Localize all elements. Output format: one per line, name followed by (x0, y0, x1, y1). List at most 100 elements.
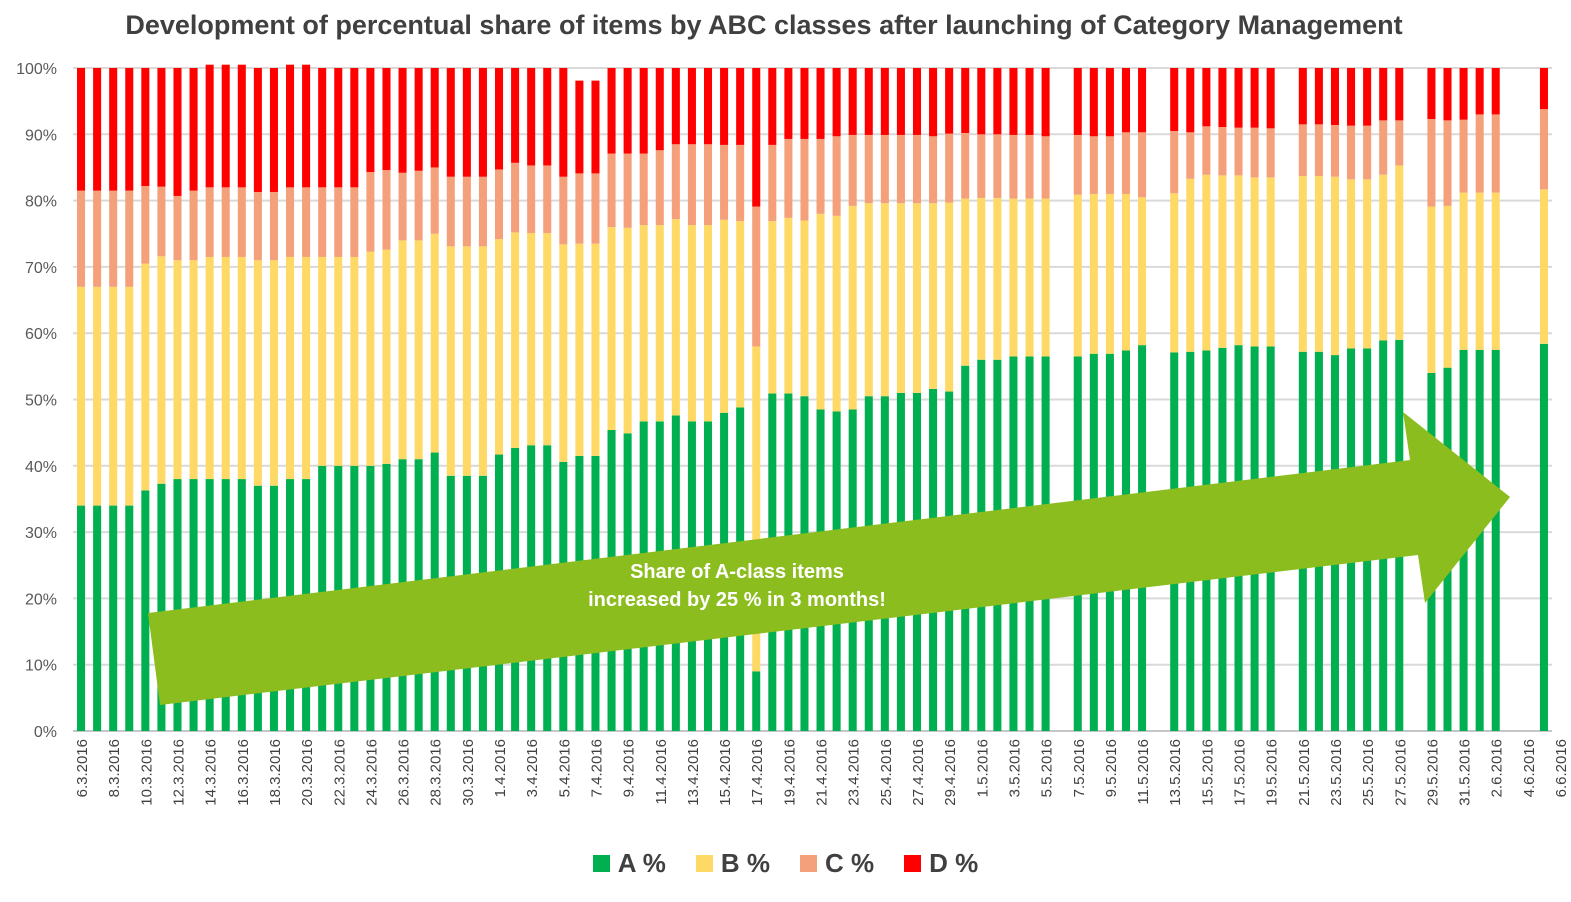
bar-segment-c (1427, 119, 1436, 207)
bar-segment-d (1121, 68, 1131, 133)
bar-segment-a (157, 483, 166, 731)
bar-segment-b (784, 217, 793, 394)
bar-segment-d (607, 68, 616, 154)
bar-segment-d (221, 64, 230, 188)
bar-segment-a (125, 505, 134, 731)
bar-segment-d (1186, 68, 1195, 133)
bar-segment-b (269, 260, 278, 486)
bar-segment-c (1491, 114, 1500, 193)
bar-segment-b (816, 213, 825, 410)
bar-segment-a (93, 505, 102, 731)
bar-segment-c (141, 186, 150, 264)
bar-segment-b (237, 256, 246, 480)
bar-segment-d (1170, 68, 1179, 131)
bar-segment-c (1395, 120, 1404, 166)
bar-segment-b (929, 203, 938, 389)
legend-label-b: B % (720, 848, 771, 878)
bar-segment-d (478, 68, 487, 177)
bar-segment-a (173, 479, 182, 731)
x-tick-label: 17.4.2016 (749, 739, 766, 806)
bar-segment-c (1443, 120, 1452, 206)
x-tick-label: 30.3.2016 (460, 739, 477, 806)
bar-segment-a (1539, 343, 1548, 731)
bar-segment-d (494, 68, 504, 170)
bar-segment-c (639, 153, 648, 226)
bar-segment-d (1202, 68, 1211, 127)
bar-segment-d (173, 68, 182, 196)
bar-segment-c (1105, 136, 1114, 194)
bar-segment-d (945, 68, 954, 134)
bar-segment-d (1427, 68, 1436, 120)
x-tick-label: 6.3.2016 (74, 739, 91, 797)
bar-segment-c (1347, 125, 1356, 180)
bar-segment-d (93, 68, 102, 191)
bar-segment-c (221, 187, 230, 257)
bar-segment-d (414, 68, 423, 171)
bar-segment-b (1266, 177, 1275, 347)
bar-segment-c (1266, 128, 1275, 178)
bar-segment-b (1443, 205, 1452, 368)
bar-segment-c (880, 134, 889, 204)
bar-segment-b (1073, 194, 1082, 357)
bar-segment-d (575, 80, 584, 174)
bar-segment-d (1379, 68, 1388, 121)
x-tick-label: 15.5.2016 (1199, 739, 1216, 806)
x-tick-label: 8.3.2016 (106, 739, 123, 797)
bar-segment-c (318, 187, 327, 257)
bar-segment-b (398, 240, 407, 460)
bar-segment-d (446, 68, 455, 177)
bar-segment-c (302, 187, 311, 257)
bar-segment-b (157, 256, 166, 484)
legend: A % B % C % D % (0, 848, 1571, 879)
bar-segment-b (1170, 193, 1179, 353)
x-tick-label: 23.4.2016 (846, 739, 863, 806)
legend-item-c: C % (800, 848, 874, 879)
x-tick-label: 19.5.2016 (1264, 739, 1281, 806)
x-tick-label: 27.4.2016 (910, 739, 927, 806)
bar-segment-d (141, 68, 150, 187)
bar-segment-b (446, 246, 455, 476)
bar-segment-c (575, 173, 584, 244)
bar-segment-b (77, 286, 86, 506)
bar-segment-d (880, 68, 889, 135)
bar-segment-b (1105, 193, 1114, 354)
bar-segment-b (1491, 192, 1500, 350)
bar-segment-c (768, 144, 777, 222)
bar-segment-d (671, 68, 680, 145)
y-tick-label: 0% (34, 724, 57, 741)
bar-segment-b (945, 202, 954, 392)
bar-segment-c (1379, 120, 1388, 175)
bar-segment-c (398, 172, 407, 241)
bar-segment-b (993, 197, 1002, 360)
legend-label-a: A % (617, 848, 666, 878)
bar-segment-d (623, 68, 632, 154)
legend-label-c: C % (825, 848, 875, 878)
y-tick-label: 60% (25, 326, 57, 343)
bar-segment-b (703, 225, 713, 422)
bar-segment-d (511, 68, 520, 163)
legend-item-a: A % (592, 848, 666, 879)
legend-swatch-b (695, 855, 713, 872)
bar-segment-d (1025, 68, 1034, 135)
x-tick-label: 20.3.2016 (299, 739, 316, 806)
bar-segment-d (929, 68, 938, 137)
bar-segment-b (559, 244, 568, 462)
bar-segment-c (1363, 125, 1372, 180)
bar-segment-c (1073, 134, 1082, 195)
x-tick-label: 12.3.2016 (170, 739, 187, 806)
bar-segment-c (929, 136, 938, 204)
x-tick-label: 13.5.2016 (1167, 739, 1184, 806)
bar-segment-b (720, 219, 729, 413)
bar-segment-c (1170, 130, 1179, 194)
bar-segment-c (1314, 124, 1323, 177)
bar-segment-c (543, 165, 552, 234)
x-tick-label: 9.5.2016 (1103, 739, 1120, 797)
bar-segment-c (414, 170, 423, 241)
bar-segment-d (977, 68, 986, 135)
bar-segment-d (543, 68, 552, 166)
legend-item-b: B % (695, 848, 771, 879)
bar-segment-c (157, 186, 166, 257)
bar-segment-c (1475, 114, 1484, 193)
bar-segment-c (687, 144, 696, 226)
bar-segment-c (125, 190, 134, 287)
